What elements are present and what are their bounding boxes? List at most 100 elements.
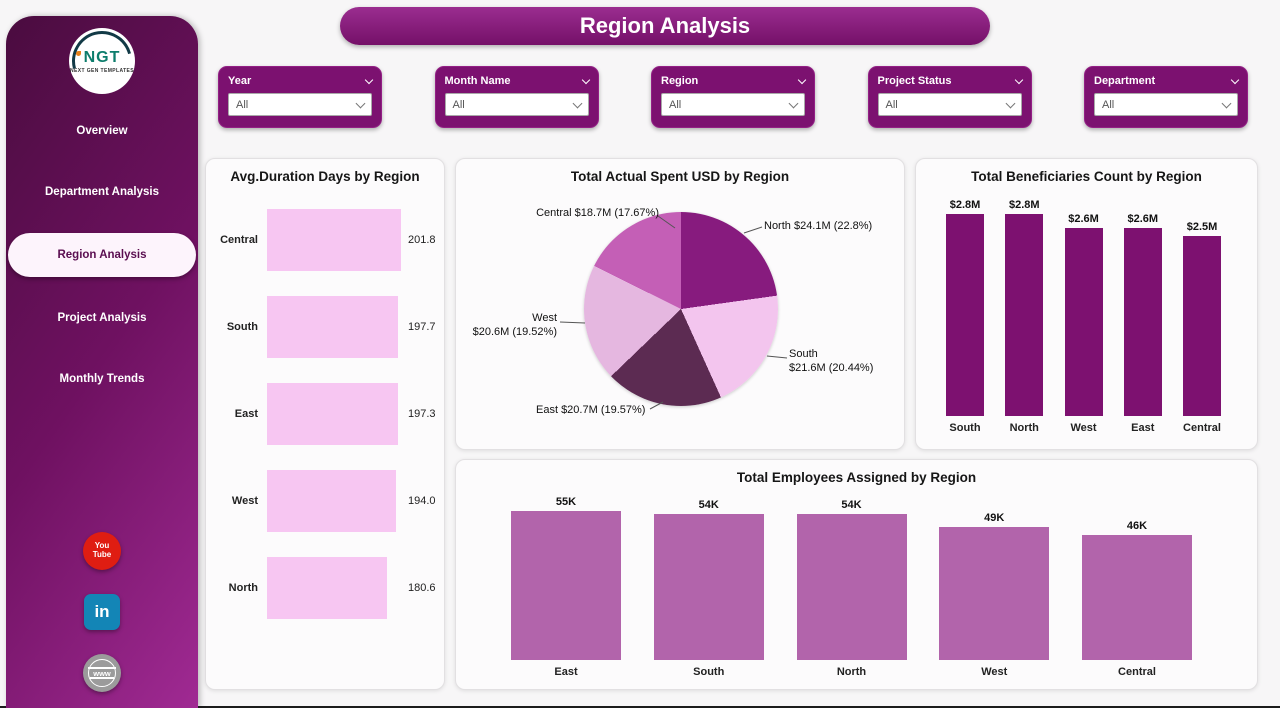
pie-label-south: South $21.6M (20.44%) (789, 347, 901, 376)
bar-category-label: West (1070, 422, 1097, 434)
bar[interactable] (1082, 535, 1192, 660)
chevron-down-icon[interactable] (1230, 75, 1240, 84)
bar-category-label: Central (1118, 666, 1156, 678)
chevron-down-icon[interactable] (572, 98, 582, 108)
sidebar-item-monthly-trends[interactable]: Monthly Trends (59, 373, 145, 385)
filter-header: Region (661, 75, 807, 87)
bar-value-label: 54K (698, 499, 719, 511)
bar-track (267, 208, 401, 271)
bar[interactable] (267, 295, 399, 358)
chevron-down-icon[interactable] (1005, 98, 1015, 108)
filter-dropdown[interactable]: All (1094, 93, 1238, 116)
bar-category-label: East (554, 666, 578, 678)
bar[interactable] (1183, 236, 1221, 416)
bar[interactable] (653, 514, 764, 660)
bar-value-label: $2.8M (1008, 199, 1040, 211)
filter-dropdown[interactable]: All (877, 93, 1022, 116)
pie-label-central: Central $18.7M (17.67%) (476, 206, 659, 220)
filter-label: Department (1094, 75, 1156, 87)
bar-column: $2.8M North (1005, 199, 1044, 435)
bar[interactable] (1064, 228, 1103, 416)
bar[interactable] (267, 556, 387, 619)
bar-category-label: South (226, 320, 258, 333)
ngt-logo: NGT NEXT GEN TEMPLATES (61, 20, 143, 102)
bar[interactable] (267, 208, 401, 271)
bar-category-label: East (1131, 422, 1155, 434)
bar-column: $2.8M South (946, 199, 984, 435)
bar-value-label: 54K (841, 499, 862, 511)
filter-department: Department All (1084, 66, 1248, 128)
chart-title: Total Employees Assigned by Region (736, 470, 977, 485)
chevron-down-icon[interactable] (1014, 75, 1023, 84)
filter-month-name: Month Name All (434, 66, 599, 128)
bar[interactable] (267, 382, 399, 445)
bar-track (267, 469, 401, 532)
filter-dropdown[interactable]: All (444, 93, 589, 116)
bar-value-label: 194.0 (408, 494, 436, 507)
chevron-down-icon[interactable] (1221, 98, 1232, 108)
bar-column: 54K North (796, 499, 907, 679)
filter-header: Department (1094, 75, 1240, 87)
bar-value-label: 46K (1126, 520, 1148, 532)
globe-ring (88, 659, 116, 687)
filter-dropdown[interactable]: All (228, 93, 372, 116)
bar-column: $2.6M East (1123, 213, 1162, 435)
sidebar-item-region-analysis[interactable]: Region Analysis (8, 233, 196, 277)
chevron-down-icon[interactable] (797, 75, 807, 84)
bar-category-label: Central (220, 233, 258, 246)
bar-value-label: 180.6 (408, 581, 436, 594)
avg-duration-rows: Central 201.8 South 197.7 East 197.3 West 194.0… (206, 184, 444, 631)
bar-column: 46K Central (1082, 520, 1192, 679)
bar[interactable] (939, 527, 1050, 660)
pie-label-text: $20.6M (19.52%) (472, 326, 557, 339)
pie-chart[interactable] (584, 212, 778, 406)
actual-spent-pie-card: Total Actual Spent USD by Region Central… (455, 158, 905, 450)
bar-column: 54K South (653, 499, 764, 679)
sidebar-item-project-analysis[interactable]: Project Analysis (57, 312, 147, 324)
pie-label-text: South (789, 348, 818, 360)
filter-value: All (885, 98, 898, 111)
bar-column: $2.6M West (1064, 213, 1103, 435)
bar[interactable] (267, 469, 396, 532)
sidebar-nav: Overview Department Analysis Region Analys… (6, 111, 198, 399)
chevron-down-icon[interactable] (788, 98, 799, 108)
bar[interactable] (796, 514, 907, 660)
filter-header: Month Name (444, 75, 590, 87)
bar[interactable] (946, 214, 984, 416)
bar-value-label: 197.3 (408, 407, 436, 420)
linkedin-icon[interactable]: in (84, 594, 120, 630)
filter-year: Year All (218, 66, 382, 128)
sidebar-item-overview[interactable]: Overview (76, 125, 128, 137)
bar-category-label: West (981, 666, 1008, 678)
pie-label-text: North $24.1M (22.8%) (764, 220, 873, 232)
sidebar-item-department-analysis[interactable]: Department Analysis (45, 186, 159, 198)
bar[interactable] (511, 511, 621, 660)
bar-value-label: $2.6M (1068, 213, 1099, 225)
page-title: Region Analysis (340, 7, 990, 45)
youtube-icon[interactable]: You Tube (83, 532, 121, 570)
bar-category-label: North (228, 581, 258, 594)
logo-subtext: NEXT GEN TEMPLATES (69, 67, 135, 74)
bar-track (267, 295, 401, 358)
pie-label-text: Central $18.7M (17.67%) (536, 207, 659, 219)
bar-value-label: $2.8M (949, 199, 981, 211)
bar-value-label: $2.6M (1127, 213, 1159, 225)
bar-value-label: 201.8 (408, 233, 436, 246)
bar-column: $2.5M Central (1183, 221, 1221, 435)
chevron-down-icon[interactable] (355, 98, 366, 108)
filter-label: Region (661, 75, 699, 87)
filter-dropdown[interactable]: All (661, 93, 805, 116)
chevron-down-icon[interactable] (364, 75, 374, 84)
bar-value-label: 55K (555, 496, 577, 508)
bar-value-label: 49K (984, 512, 1005, 524)
beneficiaries-card: Total Beneficiaries Count by Region $2.8… (915, 158, 1258, 450)
filter-region: Region All (651, 66, 815, 128)
website-globe-icon[interactable]: www (83, 654, 121, 692)
filter-label: Month Name (444, 75, 511, 87)
bar[interactable] (1123, 228, 1162, 416)
bar[interactable] (1005, 214, 1044, 416)
bar-category-label: Central (1183, 422, 1221, 434)
chevron-down-icon[interactable] (581, 75, 590, 84)
bar-row: Central 201.8 (214, 196, 438, 283)
bar-row: West 194.0 (214, 457, 438, 544)
